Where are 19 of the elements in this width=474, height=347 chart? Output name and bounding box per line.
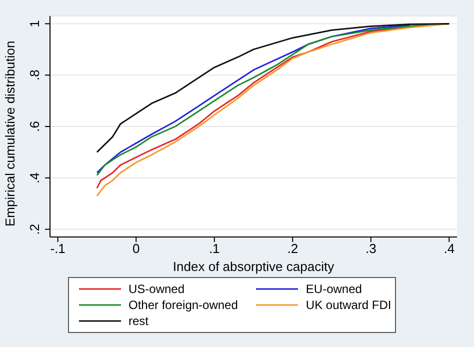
x-tick-label: .3 [365, 241, 376, 256]
x-tick-label: .4 [444, 241, 455, 256]
y-tick-label: .6 [27, 121, 42, 132]
legend-label: US-owned [128, 282, 185, 296]
y-tick-label: 1 [27, 20, 42, 28]
x-axis-title: Index of absorptive capacity [172, 259, 335, 274]
y-tick-label: .8 [27, 70, 42, 81]
y-axis-title: Empirical cumulative distribution [2, 40, 18, 226]
y-tick-label: .4 [27, 172, 42, 184]
x-tick-label: 0 [132, 241, 140, 256]
legend-label: rest [128, 314, 149, 328]
x-tick-label: .2 [287, 241, 298, 256]
y-tick-label: .2 [27, 224, 42, 235]
legend-label: Other foreign-owned [128, 298, 238, 312]
legend-label: EU-owned [306, 282, 362, 296]
x-tick-label: .1 [208, 241, 220, 256]
line-series [96, 22, 450, 153]
x-tick-label: -.1 [50, 241, 66, 256]
legend-label: UK outward FDI [306, 298, 392, 312]
